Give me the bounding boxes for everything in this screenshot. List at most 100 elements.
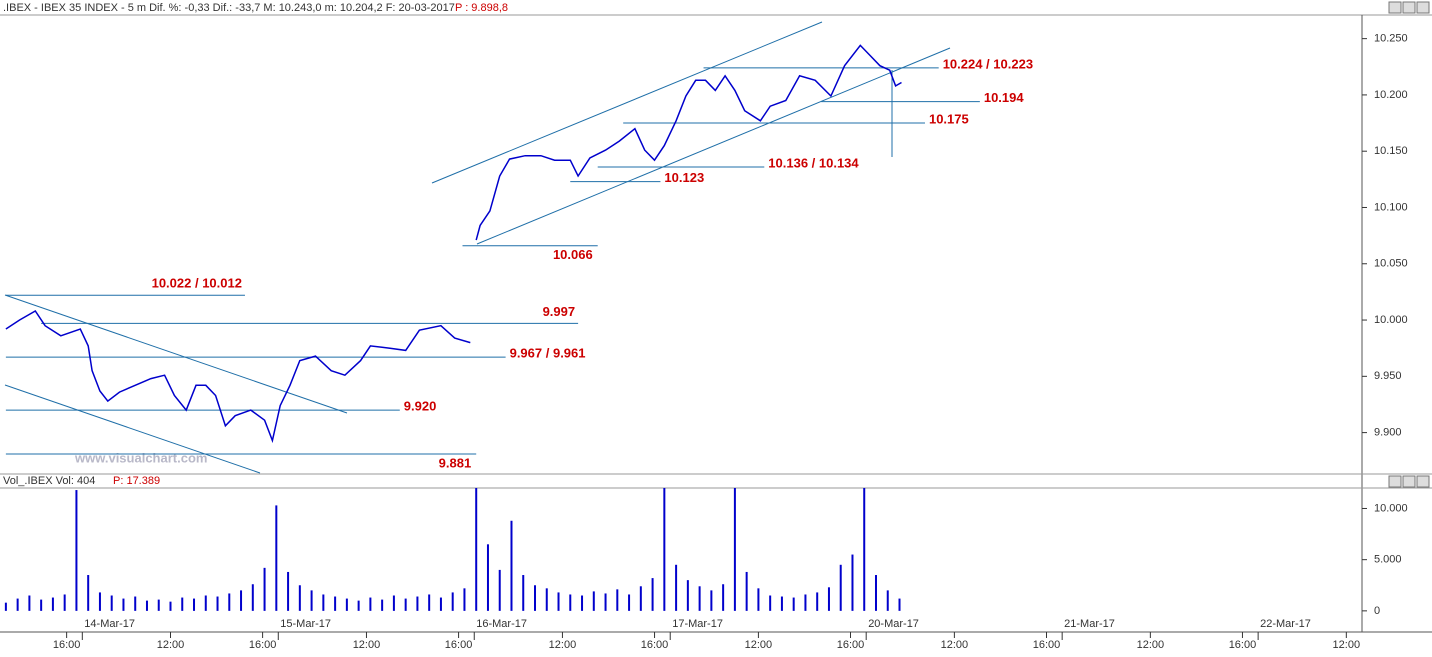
y-tick-label: 10.200 bbox=[1374, 89, 1408, 101]
volume-bar bbox=[428, 594, 431, 611]
x-tick-label: 16:00 bbox=[53, 639, 81, 651]
y-tick-label: 10.100 bbox=[1374, 201, 1408, 213]
volume-bar bbox=[381, 599, 384, 611]
volume-bar bbox=[345, 598, 348, 611]
volume-bar bbox=[157, 599, 160, 611]
last-price: P : 9.898,8 bbox=[455, 2, 508, 14]
chart-title: .IBEX - IBEX 35 INDEX - 5 m Dif. %: -0,3… bbox=[3, 2, 455, 14]
volume-bar bbox=[193, 598, 196, 611]
y-tick-label: 10.050 bbox=[1374, 258, 1408, 270]
volume-bar bbox=[898, 598, 901, 611]
volume-bar bbox=[322, 594, 325, 611]
price-line bbox=[5, 44, 902, 444]
button[interactable] bbox=[1388, 1, 1402, 14]
volume-bar bbox=[87, 575, 90, 611]
level-label: 10.194 bbox=[984, 90, 1025, 105]
volume-bar bbox=[698, 586, 701, 611]
volume-bar bbox=[63, 594, 66, 611]
volume-bar bbox=[686, 580, 689, 611]
x-tick-label: 16:00 bbox=[837, 639, 865, 651]
button[interactable] bbox=[1416, 475, 1430, 488]
volume-bar bbox=[522, 575, 525, 611]
button[interactable] bbox=[1402, 1, 1416, 14]
volume-bar bbox=[40, 599, 43, 611]
trendline bbox=[431, 21, 823, 184]
volume-title: Vol_.IBEX Vol: 404 bbox=[3, 475, 95, 487]
volume-bar bbox=[616, 589, 619, 611]
volume-bar bbox=[510, 520, 513, 611]
volume-bar bbox=[592, 591, 595, 611]
volume-bar bbox=[251, 584, 254, 611]
volume-bar bbox=[204, 595, 207, 611]
x-tick-label: 16:00 bbox=[1033, 639, 1061, 651]
button[interactable] bbox=[1388, 475, 1402, 488]
date-tick-label: 20-Mar-17 bbox=[868, 618, 919, 630]
volume-bar bbox=[4, 602, 7, 611]
volume-bar bbox=[298, 585, 301, 611]
volume-bar bbox=[369, 597, 372, 611]
volume-bar bbox=[310, 590, 313, 611]
trendline bbox=[4, 294, 348, 414]
volume-bar bbox=[710, 590, 713, 611]
watermark: www.visualchart.com bbox=[74, 450, 207, 465]
volume-bar bbox=[98, 592, 101, 611]
level-label: 9.881 bbox=[439, 455, 472, 470]
x-tick-label: 12:00 bbox=[745, 639, 773, 651]
date-tick-label: 15-Mar-17 bbox=[280, 618, 331, 630]
volume-bar bbox=[357, 600, 360, 611]
level-label: 10.175 bbox=[929, 111, 969, 126]
volume-bar bbox=[240, 590, 243, 611]
volume-bar bbox=[863, 488, 866, 611]
volume-bar bbox=[628, 594, 631, 611]
volume-bar bbox=[663, 488, 666, 611]
level-label: 9.967 / 9.961 bbox=[510, 346, 586, 361]
trendline bbox=[4, 384, 261, 474]
volume-bar bbox=[733, 488, 736, 611]
volume-bar bbox=[287, 571, 290, 611]
volume-bar bbox=[51, 597, 54, 611]
level-label: 9.997 bbox=[543, 304, 576, 319]
volume-bar bbox=[439, 597, 442, 611]
volume-bar bbox=[334, 596, 337, 611]
volume-bar bbox=[675, 564, 678, 611]
volume-bar bbox=[169, 601, 172, 611]
y-tick-label: 0 bbox=[1374, 605, 1380, 617]
y-tick-label: 10.150 bbox=[1374, 145, 1408, 157]
button[interactable] bbox=[1416, 1, 1430, 14]
level-label: 10.224 / 10.223 bbox=[943, 56, 1033, 71]
y-tick-label: 10.250 bbox=[1374, 33, 1408, 45]
trendline bbox=[476, 47, 951, 245]
volume-last: P: 17.389 bbox=[113, 475, 160, 487]
x-tick-label: 12:00 bbox=[549, 639, 577, 651]
volume-bar bbox=[545, 588, 548, 611]
level-label: 10.123 bbox=[664, 170, 704, 185]
x-tick-label: 12:00 bbox=[1137, 639, 1165, 651]
y-tick-label: 5.000 bbox=[1374, 554, 1402, 566]
trendlines bbox=[4, 21, 951, 474]
volume-bar bbox=[275, 505, 278, 611]
volume-bar bbox=[827, 587, 830, 611]
x-tick-label: 12:00 bbox=[1333, 639, 1361, 651]
volume-bar bbox=[639, 586, 642, 611]
volume-bar bbox=[263, 567, 266, 611]
volume-bar bbox=[851, 554, 854, 611]
volume-bar bbox=[745, 571, 748, 611]
volume-bar bbox=[816, 592, 819, 611]
button[interactable] bbox=[1402, 475, 1416, 488]
volume-bar bbox=[498, 569, 501, 611]
volume-bar bbox=[28, 595, 31, 611]
volume-bar bbox=[145, 600, 148, 611]
volume-bar bbox=[874, 575, 877, 611]
x-tick-label: 16:00 bbox=[249, 639, 277, 651]
date-tick-label: 22-Mar-17 bbox=[1260, 618, 1311, 630]
window-buttons[interactable] bbox=[1388, 1, 1430, 488]
volume-bar bbox=[486, 544, 489, 611]
volume-bar bbox=[604, 593, 607, 611]
volume-bar bbox=[722, 584, 725, 611]
x-tick-label: 16:00 bbox=[1229, 639, 1257, 651]
volume-bar bbox=[463, 588, 466, 611]
y-tick-label: 10.000 bbox=[1374, 502, 1408, 514]
volume-bar bbox=[122, 598, 125, 611]
volume-bar bbox=[16, 598, 19, 611]
